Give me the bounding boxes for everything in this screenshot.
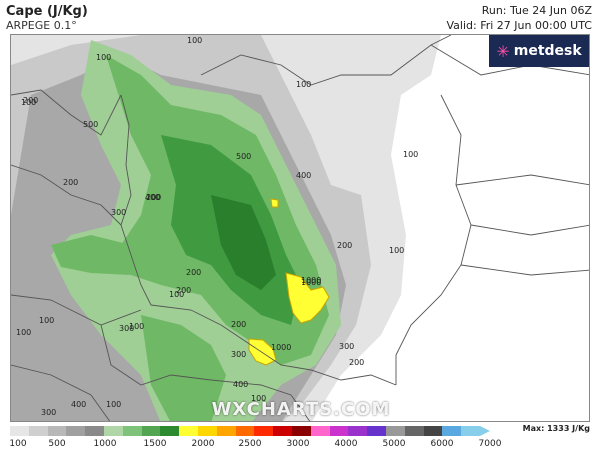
legend-swatch <box>423 426 443 436</box>
cape-west-region <box>51 235 151 275</box>
cape-south-region <box>141 315 226 421</box>
contour-label: 300 <box>231 350 246 359</box>
cape-map[interactable]: 100 100 100 100 100 100 100 100 100 100 100 100 200 2… <box>10 34 590 422</box>
map-canvas: 1001001001001001001001001001001001002002… <box>11 35 589 421</box>
contour-label: 100 <box>187 36 202 45</box>
contour-label: 400 <box>71 400 86 409</box>
legend-tick-label: 100 <box>9 439 27 449</box>
contour-label: 200 <box>176 286 191 295</box>
contour-label: 1000 <box>271 343 291 352</box>
contour-label: 300 <box>41 408 56 417</box>
contour-label: 100 <box>96 53 111 62</box>
legend-swatch <box>10 426 29 436</box>
legend-swatch <box>66 426 86 436</box>
contour-label: 100 <box>169 290 184 299</box>
legend-swatch <box>47 426 67 436</box>
metdesk-logo[interactable]: ✳ metdesk <box>489 35 589 67</box>
legend-swatch <box>179 426 198 436</box>
legend-swatch <box>291 426 311 436</box>
legend-swatch <box>85 426 104 436</box>
contour-label: 200 <box>146 193 161 202</box>
legend-swatch <box>461 426 480 436</box>
cape-1000-region-south <box>248 338 277 366</box>
contour-label: 200 <box>349 358 364 367</box>
cape-1000-region-east <box>285 272 330 324</box>
legend-swatch <box>141 426 161 436</box>
contour-label: 100 <box>403 150 418 159</box>
legend-swatch <box>442 426 462 436</box>
contour-label: 100 <box>21 98 36 107</box>
contour-label: 400 <box>296 171 311 180</box>
legend-tick-label: 6000 <box>430 439 454 449</box>
chart-title: Cape (J/Kg) <box>6 4 88 19</box>
contour-label: 400 <box>233 380 248 389</box>
contour-label: 200 <box>23 96 38 105</box>
legend-color-bar <box>10 426 480 436</box>
legend-swatch <box>348 426 368 436</box>
legend-swatch <box>404 426 424 436</box>
legend-tick-label: 2500 <box>238 439 262 449</box>
contour-label: 400 <box>145 193 160 202</box>
contour-label-group: 1001001001001001001001001001001001002002… <box>16 36 418 417</box>
contour-label: 100 <box>106 400 121 409</box>
contour-label: 1000 <box>301 278 321 287</box>
legend-swatch <box>310 426 330 436</box>
legend-swatch <box>385 426 405 436</box>
valid-time: Valid: Fri 27 Jun 00:00 UTC <box>446 19 593 32</box>
contour-label: 200 <box>337 241 352 250</box>
contour-label: 300 <box>119 324 134 333</box>
cape-1000-region-north <box>270 198 279 208</box>
contour-label: 300 <box>339 342 354 351</box>
contour-label: 200 <box>231 320 246 329</box>
legend-swatch <box>273 426 292 436</box>
legend-swatch <box>103 426 123 436</box>
model-name: ARPEGE 0.1° <box>6 19 77 32</box>
legend-tick-label: 7000 <box>478 439 502 449</box>
legend-swatch <box>254 426 274 436</box>
contour-label: 100 <box>39 316 54 325</box>
legend-swatch <box>235 426 255 436</box>
legend-tick-label: 5000 <box>382 439 406 449</box>
legend-tick-label: 4000 <box>334 439 358 449</box>
legend-tick-label: 2000 <box>191 439 215 449</box>
legend-swatch <box>28 426 48 436</box>
legend-swatch <box>160 426 180 436</box>
contour-label: 100 <box>389 246 404 255</box>
contour-label: 100 <box>129 322 144 331</box>
contour-label: 200 <box>63 178 78 187</box>
legend-swatch <box>329 426 349 436</box>
legend-tick-label: 1000 <box>93 439 117 449</box>
contour-label: 200 <box>186 268 201 277</box>
contour-label: 100 <box>296 80 311 89</box>
legend-swatch <box>122 426 142 436</box>
legend-swatch <box>216 426 236 436</box>
contour-label: 100 <box>251 394 266 403</box>
contour-label: 1000 <box>301 276 321 285</box>
chart-header: Cape (J/Kg) ARPEGE 0.1° Run: Tue 24 Jun … <box>0 0 600 34</box>
contour-label: 500 <box>236 152 251 161</box>
legend-max: Max: 1333 J/Kg <box>522 424 590 433</box>
contour-label: 300 <box>111 208 126 217</box>
legend-swatch <box>367 426 386 436</box>
country-borders <box>11 35 589 421</box>
metdesk-star-icon: ✳ <box>496 41 510 61</box>
logo-text: metdesk <box>513 43 582 59</box>
color-legend: Max: 1333 J/Kg 100 500 1000 1500 2000 2500 300… <box>9 424 592 460</box>
legend-tick-label: 1500 <box>143 439 167 449</box>
run-time: Run: Tue 24 Jun 06Z <box>481 4 592 17</box>
legend-swatch <box>197 426 217 436</box>
legend-arrow-icon <box>480 426 490 436</box>
legend-tick-label: 500 <box>48 439 66 449</box>
wxcharts-watermark: WXCHARTS.COM <box>211 399 391 420</box>
contour-label: 100 <box>16 328 31 337</box>
cape-800-region <box>211 195 276 290</box>
legend-tick-label: 3000 <box>286 439 310 449</box>
contour-label: 500 <box>83 120 98 129</box>
